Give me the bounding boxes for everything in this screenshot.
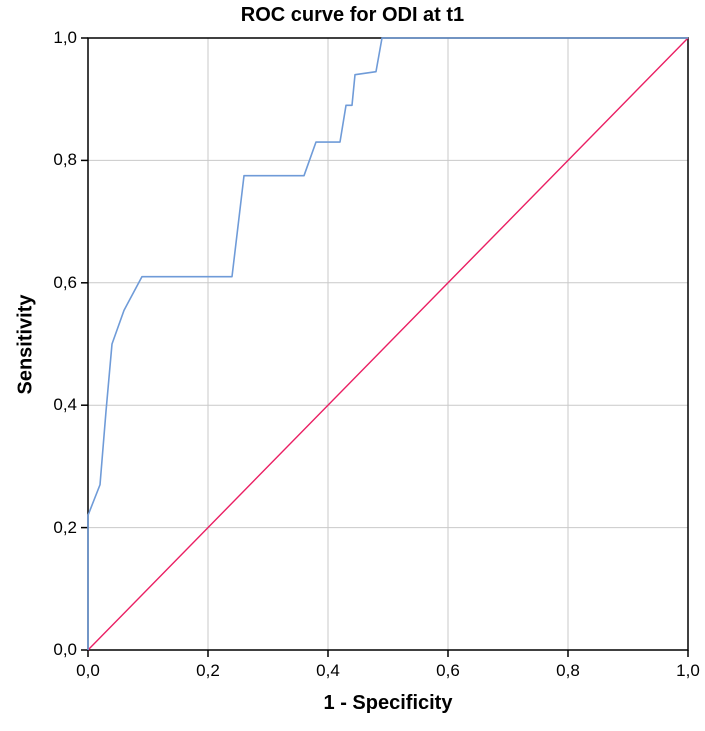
y-tick-label: 0,4 xyxy=(53,395,77,415)
y-axis-label: Sensitivity xyxy=(15,294,38,394)
y-tick-label: 0,8 xyxy=(53,150,77,170)
y-tick-label: 0,6 xyxy=(53,273,77,293)
x-tick-label: 0,4 xyxy=(316,661,340,681)
y-tick-label: 0,0 xyxy=(53,640,77,660)
x-tick-label: 0,8 xyxy=(556,661,580,681)
plot-area xyxy=(88,38,688,650)
x-tick-label: 0,0 xyxy=(76,661,100,681)
y-tick-label: 1,0 xyxy=(53,28,77,48)
y-axis-label-container: Sensitivity xyxy=(14,38,38,650)
x-tick-label: 0,6 xyxy=(436,661,460,681)
y-tick-label: 0,2 xyxy=(53,518,77,538)
x-tick-label: 1,0 xyxy=(676,661,700,681)
chart-title: ROC curve for ODI at t1 xyxy=(0,4,705,27)
x-tick-label: 0,2 xyxy=(196,661,220,681)
roc-chart: ROC curve for ODI at t1 Sensitivity 1 - … xyxy=(0,0,705,731)
x-axis-label: 1 - Specificity xyxy=(88,692,688,725)
